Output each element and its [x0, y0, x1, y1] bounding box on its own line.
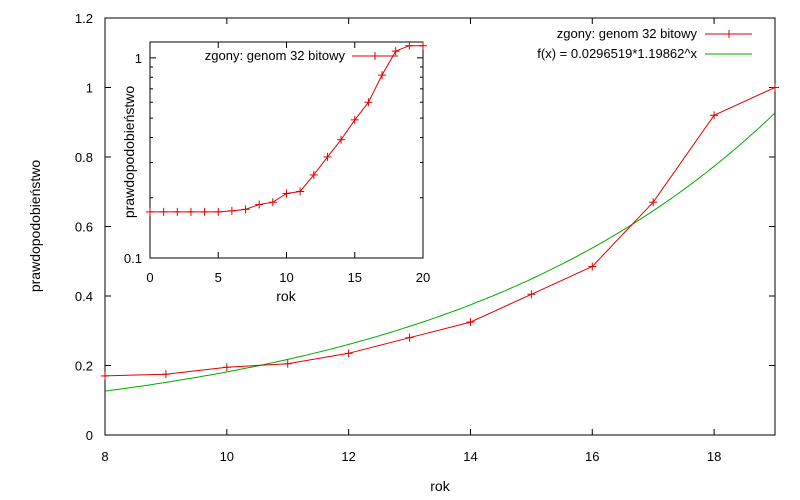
main-legend-marker-data	[725, 30, 733, 38]
inset-x-tick-label: 15	[348, 270, 362, 285]
main-data-point	[405, 333, 414, 342]
inset-data-point	[241, 205, 250, 214]
main-data-line	[104, 87, 776, 377]
inset-data-point	[323, 152, 332, 161]
main-legend-label-data: zgony: genom 32 bitowy	[557, 26, 698, 41]
inset-data-point	[146, 207, 154, 216]
inset-x-tick-label: 5	[215, 270, 222, 285]
inset-x-tick-label: 20	[416, 270, 430, 285]
inset-data-point	[268, 198, 277, 207]
inset-legend: zgony: genom 32 bitowy	[205, 48, 398, 63]
inset-background	[150, 42, 423, 258]
inset-data-point	[186, 207, 195, 216]
main-y-tick-label: 0.4	[75, 289, 93, 304]
inset-data-point	[227, 206, 236, 215]
inset-data-point	[364, 98, 373, 107]
main-x-axis-label: rok	[430, 478, 450, 494]
inset-data-point	[200, 207, 209, 216]
inset-chart: 0 5 10 15 20 0.1 1 rok prawdopodobieństwo zgon…	[121, 41, 430, 304]
main-legend: zgony: genom 32 bitowy f(x) = 0.0296519*…	[537, 26, 752, 61]
main-data-point	[101, 371, 109, 380]
main-x-tick-label: 10	[220, 449, 234, 464]
inset-axis-ticks: 0 5 10 15 20 0.1 1	[124, 42, 430, 285]
main-y-tick-label: 0.8	[75, 150, 93, 165]
main-data-point	[710, 111, 719, 120]
inset-data-point	[405, 41, 414, 50]
main-y-tick-label: 0	[86, 428, 93, 443]
inset-data-point	[419, 41, 427, 50]
main-data-point	[161, 370, 170, 379]
main-series-layer	[101, 83, 779, 392]
inset-data-point	[350, 115, 359, 124]
inset-x-axis-label: rok	[276, 288, 296, 304]
inset-data-point	[255, 200, 264, 209]
main-data-point	[527, 290, 536, 299]
inset-data-point	[282, 189, 291, 198]
main-data-point	[588, 262, 597, 271]
main-x-tick-label: 12	[341, 449, 355, 464]
main-data-point	[649, 198, 658, 207]
main-legend-label-fit: f(x) = 0.0296519*1.19862^x	[537, 46, 697, 61]
main-y-tick-label: 0.2	[75, 359, 93, 374]
inset-x-tick-label: 0	[146, 270, 153, 285]
main-y-tick-label: 1.2	[75, 11, 93, 26]
inset-data-point	[173, 207, 182, 216]
main-data-point	[222, 363, 231, 372]
main-y-axis-label: prawdopodobieństwo	[27, 160, 43, 293]
main-data-point	[283, 359, 292, 368]
main-data-point	[771, 83, 779, 92]
main-x-tick-label: 18	[707, 449, 721, 464]
inset-y-tick-label: 0.1	[124, 251, 142, 266]
inset-data-point	[159, 207, 168, 216]
inset-data-point	[337, 135, 346, 144]
main-data-point	[466, 318, 475, 327]
main-x-tick-label: 16	[585, 449, 599, 464]
inset-data-point	[214, 207, 223, 216]
main-x-tick-label: 8	[101, 449, 108, 464]
inset-data-point	[309, 170, 318, 179]
inset-data-point	[296, 187, 305, 196]
inset-data-point	[391, 47, 400, 56]
inset-series-layer	[146, 41, 427, 216]
main-y-tick-label: 1	[86, 81, 93, 96]
inset-y-tick-label: 1	[135, 51, 142, 66]
inset-legend-label-data: zgony: genom 32 bitowy	[205, 48, 346, 63]
inset-y-axis-label: prawdopodobieństwo	[121, 86, 137, 219]
inset-data-point	[378, 71, 387, 80]
main-x-tick-label: 14	[463, 449, 477, 464]
main-fit-line	[104, 112, 776, 392]
main-data-point	[344, 349, 353, 358]
inset-x-tick-label: 10	[279, 270, 293, 285]
main-y-tick-label: 0.6	[75, 220, 93, 235]
inset-legend-marker-data	[371, 52, 379, 60]
